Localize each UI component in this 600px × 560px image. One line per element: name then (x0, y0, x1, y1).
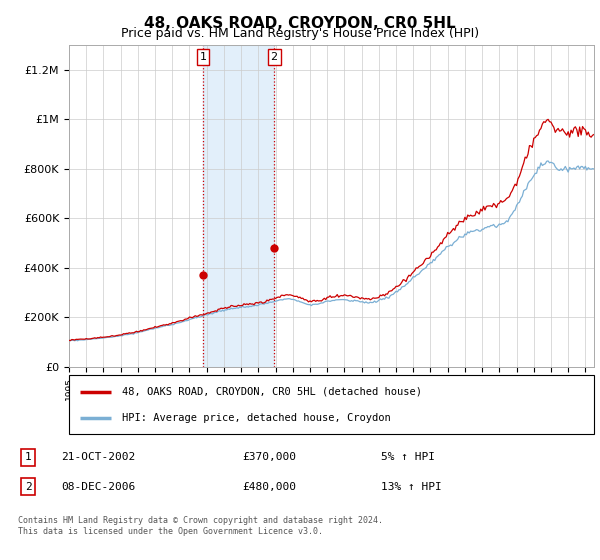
Text: 5% ↑ HPI: 5% ↑ HPI (380, 452, 434, 462)
Bar (203, 45, 274, 367)
Text: HPI: Average price, detached house, Croydon: HPI: Average price, detached house, Croy… (121, 413, 390, 423)
Text: Price paid vs. HM Land Registry's House Price Index (HPI): Price paid vs. HM Land Registry's House … (121, 27, 479, 40)
Text: 1: 1 (200, 52, 206, 62)
Text: 1: 1 (25, 452, 32, 462)
Text: 21-OCT-2002: 21-OCT-2002 (61, 452, 135, 462)
Text: £480,000: £480,000 (242, 482, 296, 492)
Text: Contains HM Land Registry data © Crown copyright and database right 2024.
This d: Contains HM Land Registry data © Crown c… (18, 516, 383, 535)
Text: 48, OAKS ROAD, CROYDON, CR0 5HL: 48, OAKS ROAD, CROYDON, CR0 5HL (144, 16, 456, 31)
Text: 2: 2 (25, 482, 32, 492)
Text: 48, OAKS ROAD, CROYDON, CR0 5HL (detached house): 48, OAKS ROAD, CROYDON, CR0 5HL (detache… (121, 386, 421, 396)
Text: 08-DEC-2006: 08-DEC-2006 (61, 482, 135, 492)
Text: £370,000: £370,000 (242, 452, 296, 462)
Text: 2: 2 (271, 52, 278, 62)
Text: 13% ↑ HPI: 13% ↑ HPI (380, 482, 442, 492)
